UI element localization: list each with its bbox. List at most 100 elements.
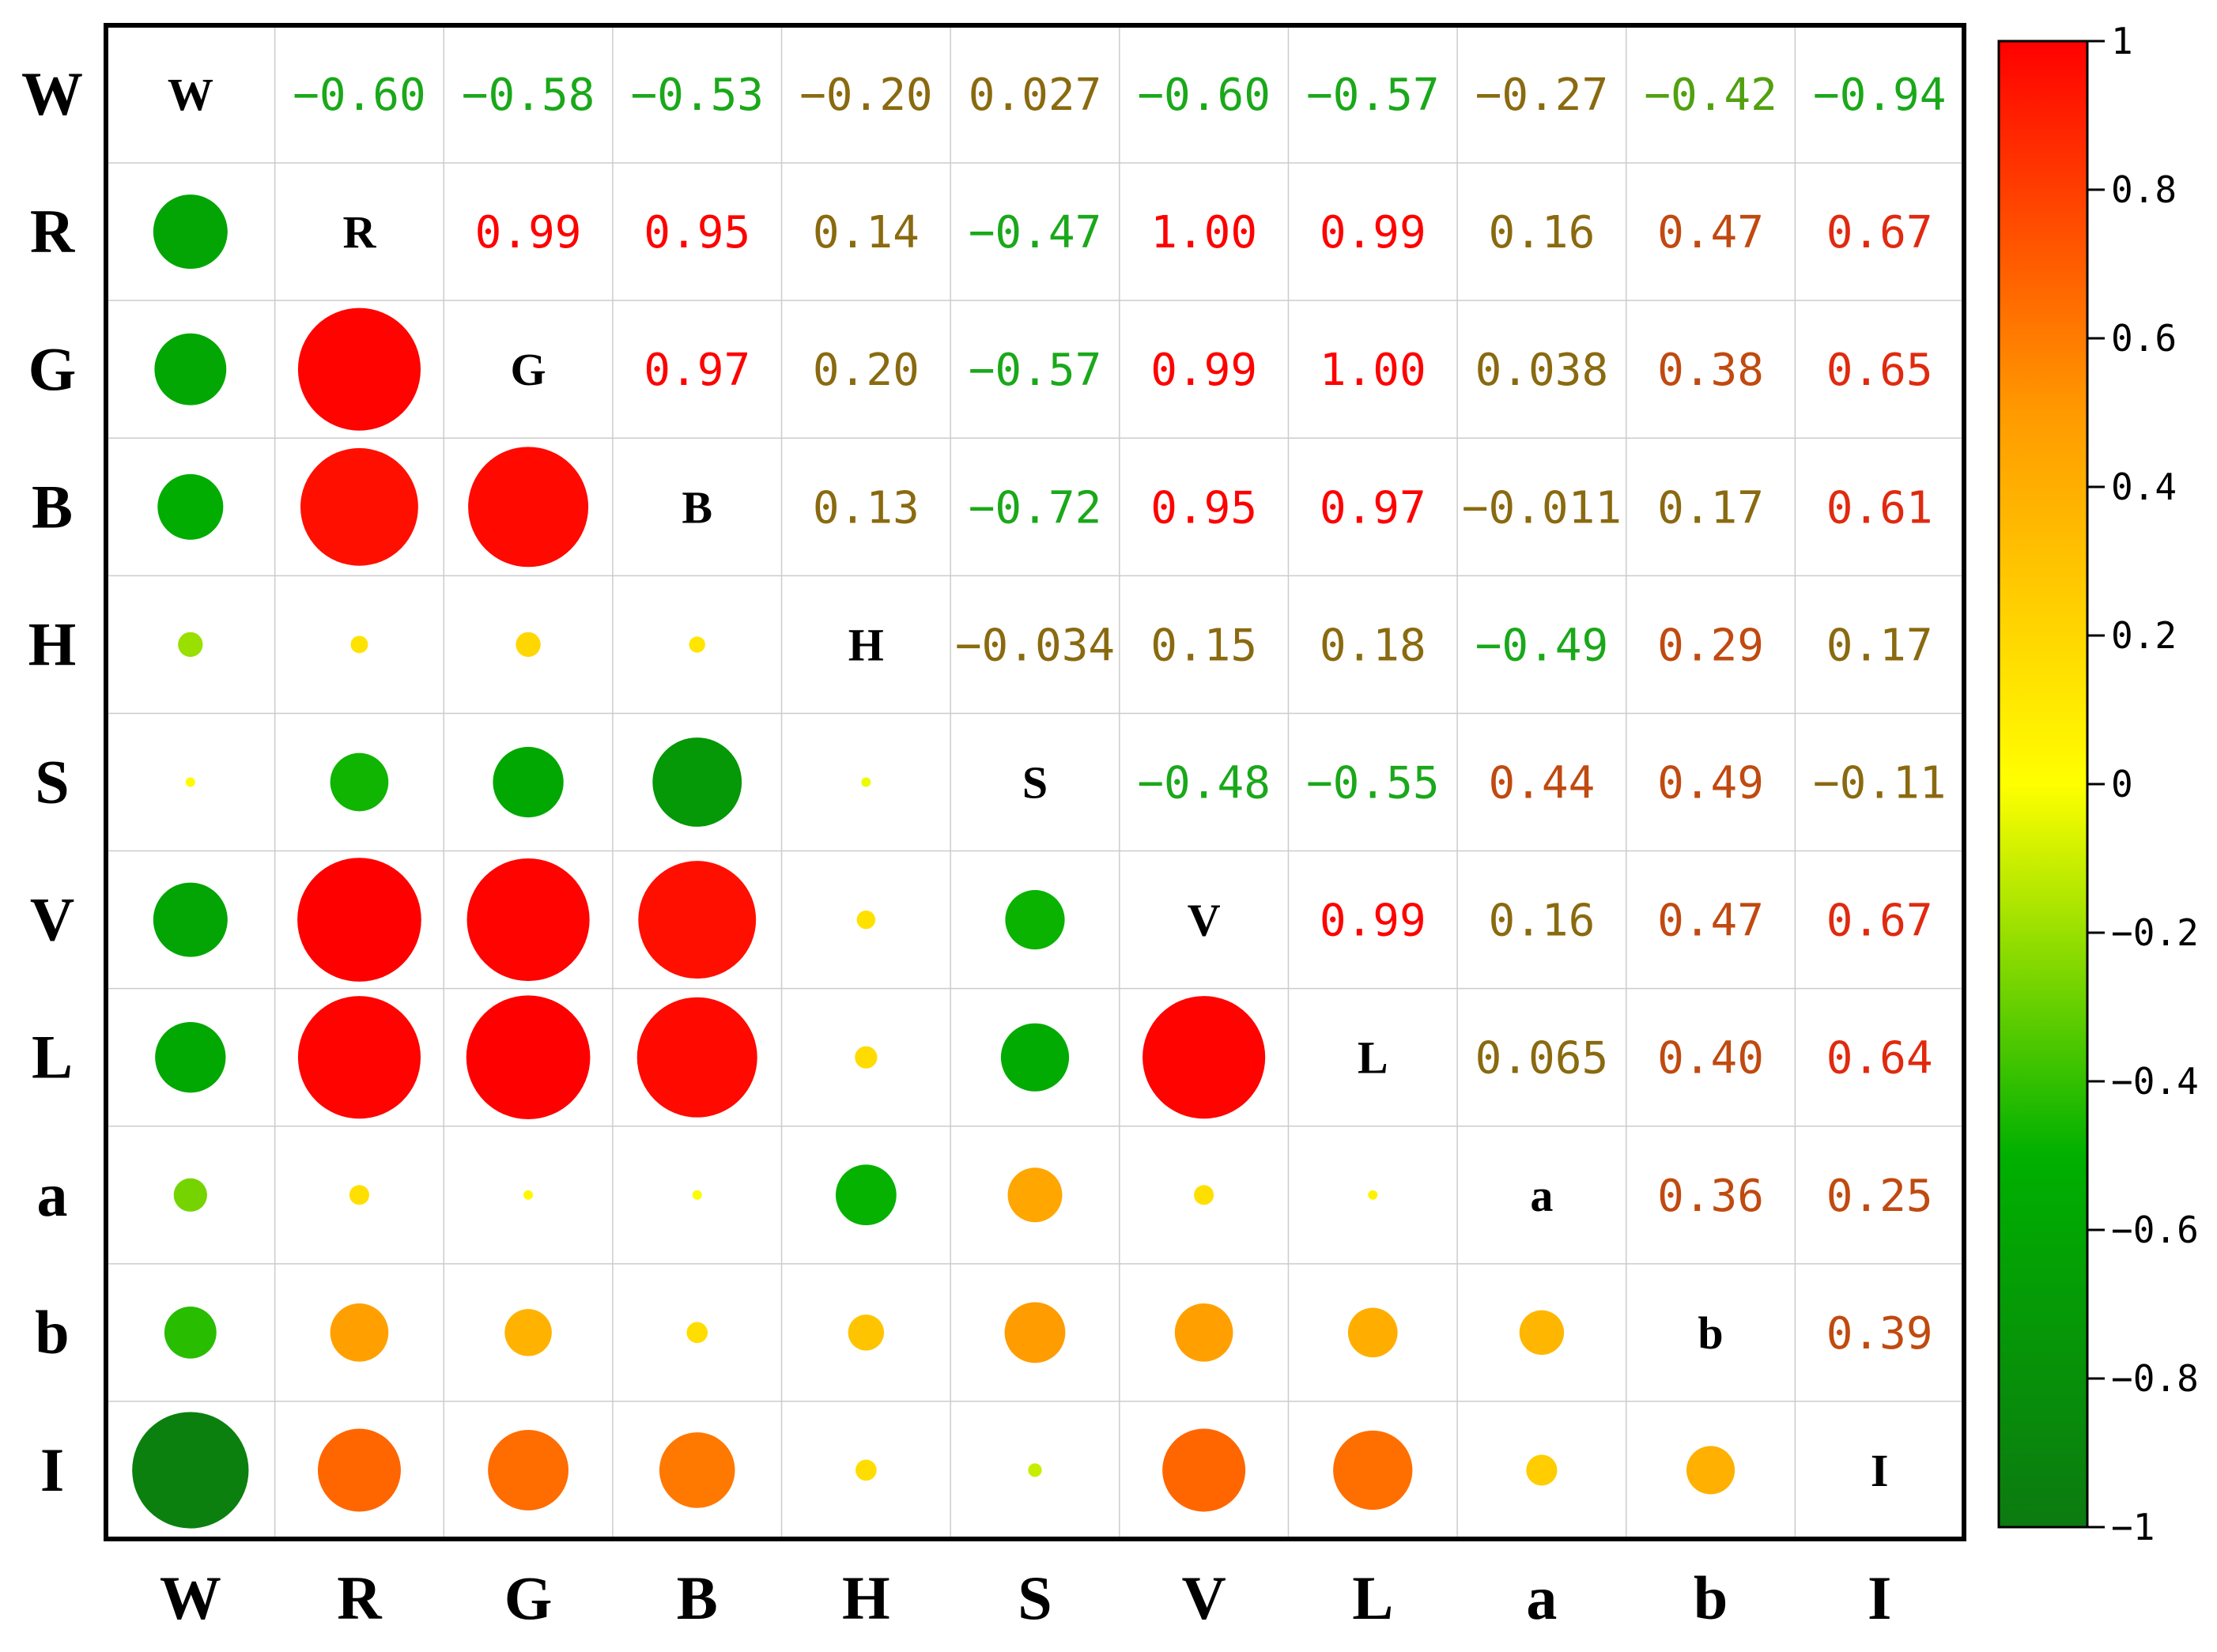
correlation-circle [154, 333, 227, 405]
column-label: I [1868, 1563, 1891, 1632]
correlation-circle [1333, 1430, 1413, 1511]
correlation-circle [861, 777, 871, 787]
correlation-circle [297, 307, 421, 431]
correlation-circle [636, 997, 757, 1118]
correlation-value: 0.25 [1826, 1171, 1933, 1222]
correlation-value: 0.38 [1657, 345, 1764, 396]
correlation-circle [300, 447, 418, 566]
correlation-circle [330, 752, 389, 812]
correlation-value: −0.60 [293, 70, 426, 121]
colorbar-tick-label: 0.6 [2111, 317, 2177, 360]
diagonal-label: G [511, 344, 546, 395]
correlation-circle [1686, 1446, 1735, 1495]
correlation-value: 0.49 [1657, 758, 1764, 809]
correlation-circle [185, 777, 195, 787]
correlation-circle [1162, 1428, 1246, 1512]
correlation-value: 0.44 [1488, 758, 1595, 809]
correlation-circle [1194, 1185, 1214, 1205]
correlation-value: −0.57 [1306, 70, 1440, 121]
colorbar-ticks: 1 0.8 0.6 0.4 0.2 0 −0.2 −0.4 −0.6 −0.8 −1 [2087, 20, 2199, 1548]
column-label: V [1181, 1563, 1226, 1632]
correlation-circle [297, 996, 421, 1119]
colorbar-tick-label: 1 [2111, 20, 2133, 62]
correlation-circle [835, 1164, 897, 1226]
correlation-circle [1526, 1454, 1558, 1486]
correlation-value: 0.64 [1826, 1033, 1933, 1084]
colorbar-tick-label: −0.4 [2111, 1060, 2199, 1103]
correlation-value: −0.48 [1137, 758, 1271, 809]
correlation-circle [523, 1190, 534, 1200]
correlation-value: 0.14 [813, 207, 920, 258]
colorbar-tick-label: −0.2 [2111, 911, 2199, 954]
correlation-value: 0.027 [969, 70, 1102, 121]
diagonal-label: B [682, 481, 712, 533]
row-label: L [32, 1023, 73, 1092]
correlation-value: 0.038 [1475, 345, 1609, 396]
column-label: L [1352, 1563, 1393, 1632]
column-label: b [1694, 1563, 1728, 1632]
correlation-value: −0.011 [1462, 482, 1622, 534]
correlation-value: 0.36 [1657, 1171, 1764, 1222]
correlation-value: 0.65 [1826, 345, 1933, 396]
correlation-circle [504, 1309, 552, 1356]
correlation-circle [468, 447, 589, 568]
row-label: b [35, 1298, 69, 1367]
correlation-circle [689, 636, 705, 653]
correlation-value: −0.53 [630, 70, 764, 121]
correlation-value: −0.94 [1813, 70, 1947, 121]
correlation-circle [488, 1430, 569, 1511]
correlation-circle [153, 882, 228, 957]
correlation-circle [330, 1303, 389, 1362]
column-label: H [842, 1563, 890, 1632]
correlation-value: 0.95 [1150, 482, 1257, 534]
correlation-value: 0.61 [1826, 482, 1933, 534]
correlation-circle [686, 1322, 708, 1344]
plot-frame [104, 23, 1966, 1541]
correlation-value: 0.065 [1475, 1033, 1609, 1084]
correlation-value: 0.18 [1320, 620, 1426, 671]
circle-marks [132, 194, 1735, 1529]
diagonal-label: I [1871, 1445, 1889, 1496]
correlation-circle [1028, 1463, 1042, 1477]
correlation-value: 0.40 [1657, 1033, 1764, 1084]
row-label: a [37, 1160, 68, 1229]
colorbar-tick-label: 0 [2111, 763, 2133, 805]
correlation-value: −0.49 [1475, 620, 1609, 671]
diagonal-label: L [1358, 1032, 1388, 1084]
diagonal-label: V [1188, 895, 1221, 946]
correlation-circle [466, 995, 591, 1120]
correlation-value: 0.47 [1657, 207, 1764, 258]
correlation-circle [638, 861, 757, 979]
diagonal-labels: W R G B H S V La b I [168, 69, 1889, 1496]
correlation-circle [157, 473, 224, 540]
column-label: G [504, 1563, 553, 1632]
row-label: B [32, 472, 73, 541]
correlation-circle [1000, 1023, 1070, 1092]
correlation-value: −0.20 [799, 70, 933, 121]
correlation-value: 0.97 [1320, 482, 1426, 534]
correlation-circle [856, 910, 876, 930]
row-label: G [28, 334, 77, 403]
correlation-value: −0.27 [1475, 70, 1609, 121]
correlation-value: 0.99 [1320, 207, 1426, 258]
column-label: a [1526, 1563, 1557, 1632]
column-label: S [1018, 1563, 1052, 1632]
correlation-circle [173, 1178, 207, 1212]
correlation-value: 0.13 [813, 482, 920, 534]
colorbar-tick-label: 0.8 [2111, 168, 2177, 211]
correlation-circle [1005, 889, 1065, 950]
correlation-circle [297, 858, 421, 982]
correlation-circle [153, 194, 228, 270]
correlation-circle [855, 1459, 877, 1481]
colorbar-tick-label: 0.4 [2111, 466, 2177, 508]
correlation-circle [466, 858, 590, 982]
correlation-circle [1347, 1307, 1398, 1358]
row-label: R [30, 197, 76, 266]
correlation-circle [493, 746, 564, 818]
correlation-circle [659, 1432, 735, 1508]
grid-lines [106, 25, 1964, 1539]
colorbar-tick-label: −0.8 [2111, 1357, 2199, 1400]
correlation-value: 0.15 [1150, 620, 1257, 671]
correlation-circle [1004, 1302, 1066, 1363]
